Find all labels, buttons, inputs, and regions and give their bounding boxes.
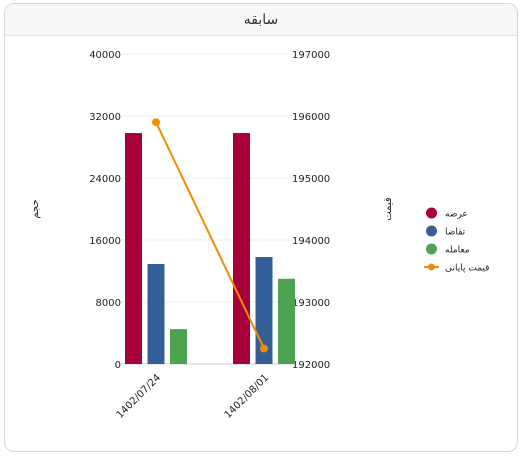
bar bbox=[255, 257, 273, 364]
legend-swatch bbox=[426, 207, 437, 219]
bar bbox=[125, 133, 142, 364]
left-tick-label: 24000 bbox=[89, 174, 121, 185]
left-tick-label: 40000 bbox=[89, 50, 121, 61]
bar bbox=[233, 133, 250, 364]
bar bbox=[170, 329, 187, 364]
left-tick-label: 16000 bbox=[89, 236, 121, 247]
line-series bbox=[152, 118, 268, 353]
legend-swatch bbox=[426, 225, 437, 237]
legend-label[interactable]: معامله bbox=[445, 246, 470, 256]
x-tick-label: 1402/07/24 bbox=[115, 372, 164, 421]
line-path bbox=[155, 121, 265, 349]
legend-label[interactable]: قیمت پایانی bbox=[445, 264, 489, 274]
left-tick-label: 8000 bbox=[96, 298, 121, 309]
left-axis-title: حجم bbox=[30, 199, 41, 218]
right-tick-label: 192000 bbox=[292, 360, 330, 371]
right-tick-label: 195000 bbox=[292, 174, 330, 185]
left-tick-label: 0 bbox=[115, 360, 121, 371]
right-axis-ticks: 192000 193000 194000 195000 196000 197000 bbox=[292, 50, 330, 371]
legend: عرضه تقاضا معامله قیمت پایانی bbox=[424, 207, 489, 274]
legend-line-marker bbox=[428, 263, 435, 271]
right-tick-label: 193000 bbox=[292, 298, 330, 309]
right-tick-label: 194000 bbox=[292, 236, 330, 247]
right-tick-label: 197000 bbox=[292, 50, 330, 61]
legend-swatch bbox=[426, 243, 437, 255]
line-point bbox=[260, 344, 268, 353]
panel-title: سابقه bbox=[5, 4, 517, 36]
x-tick-label: 1402/08/01 bbox=[223, 372, 272, 421]
line-point bbox=[152, 118, 160, 127]
bar bbox=[147, 264, 165, 364]
x-axis-ticks: 1402/07/24 1402/08/01 bbox=[115, 372, 272, 421]
left-axis-ticks: 0 8000 16000 24000 32000 40000 bbox=[89, 50, 121, 371]
left-tick-label: 32000 bbox=[89, 112, 121, 123]
right-tick-label: 196000 bbox=[292, 112, 330, 123]
right-axis-title: قیمت bbox=[383, 197, 394, 221]
legend-label[interactable]: عرضه bbox=[445, 210, 468, 220]
bar bbox=[278, 278, 295, 364]
bar-series bbox=[125, 133, 295, 364]
legend-label[interactable]: تقاضا bbox=[445, 228, 466, 238]
